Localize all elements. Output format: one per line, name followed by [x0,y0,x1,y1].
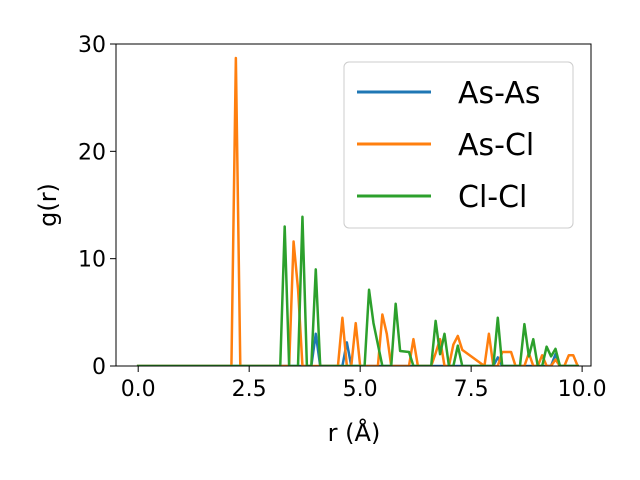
x-tick-label: 10.0 [558,377,607,402]
series-line-as-cl [136,56,580,366]
legend-box [343,61,574,229]
legend-label-as-cl: As-Cl [458,128,534,163]
x-axis-label: r (Å) [328,418,381,447]
series-layer [136,56,580,366]
y-tick-label: 10 [78,248,106,273]
y-tick-label: 0 [92,355,106,380]
x-axis-ticks: 0.0 2.5 5.0 7.5 10.0 [121,366,607,402]
y-axis-label: g(r) [34,183,62,227]
y-tick-label: 30 [78,33,106,58]
x-tick-label: 0.0 [121,377,156,402]
legend-label-cl-cl: Cl-Cl [458,180,527,215]
series-line-cl-cl [136,215,579,366]
legend: As-As As-Cl Cl-Cl [343,61,574,229]
x-tick-label: 2.5 [232,377,267,402]
plot-frame [115,43,592,367]
legend-label-as-as: As-As [458,76,540,111]
y-axis-ticks: 0 10 20 30 [78,33,116,380]
x-tick-label: 7.5 [454,377,489,402]
x-tick-label: 5.0 [343,377,378,402]
series-line-as-as [136,332,579,366]
y-tick-label: 20 [78,140,106,165]
